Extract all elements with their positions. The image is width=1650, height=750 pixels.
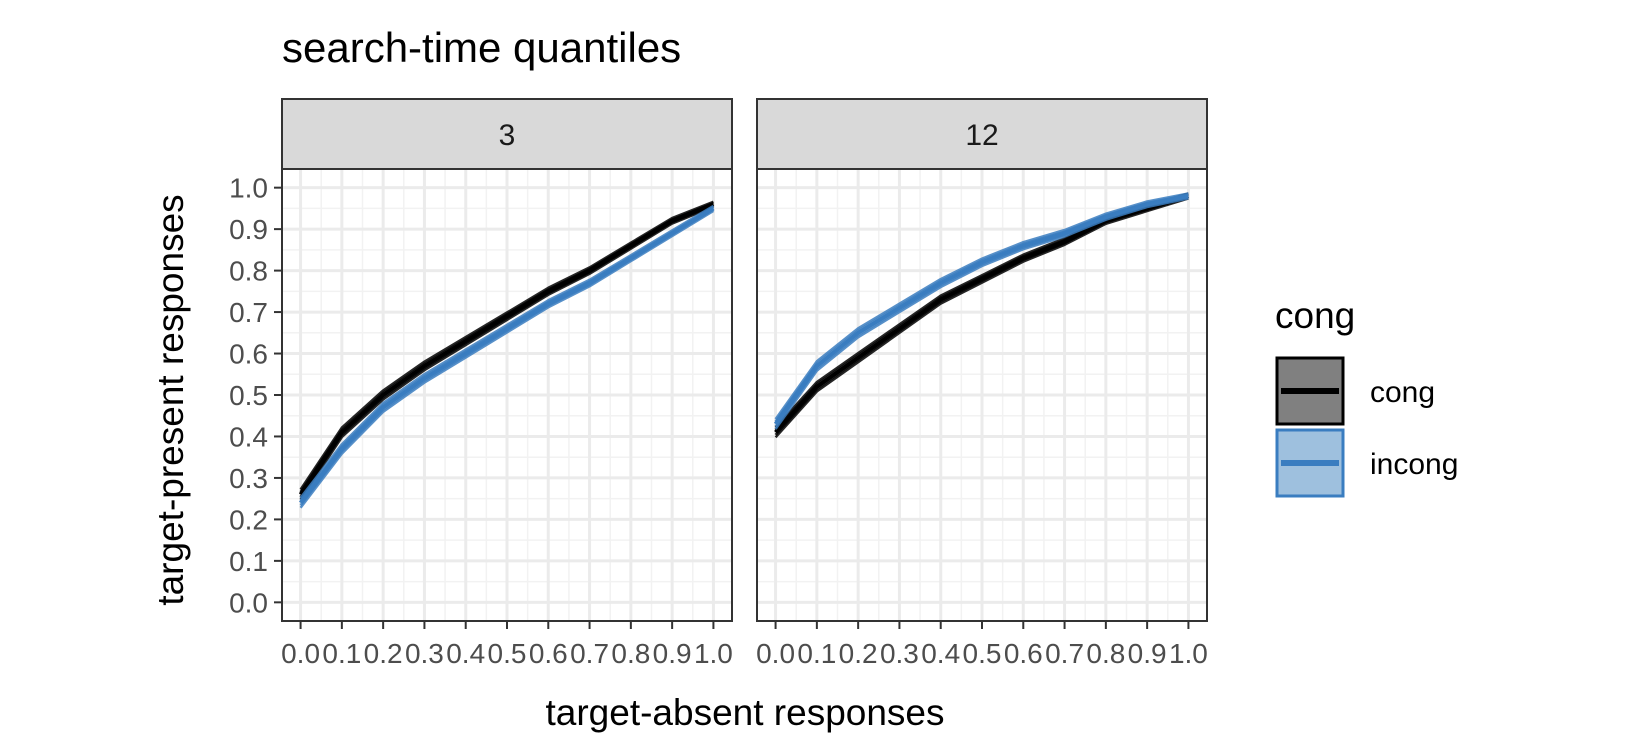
- series-line-incong: [299, 206, 715, 502]
- y-tick-label: 0.9: [229, 214, 268, 245]
- y-tick-label: 0.4: [229, 421, 268, 452]
- series-line-incong: [299, 204, 715, 499]
- facet-strip: [281, 98, 733, 170]
- chart-title: search-time quantiles: [282, 24, 681, 71]
- panel-3: 3: [281, 98, 733, 622]
- y-axis-title: target-present responses: [150, 194, 191, 605]
- x-tick-label: 0.7: [1045, 638, 1084, 669]
- x-tick-label: 0.1: [797, 638, 836, 669]
- x-tick-label: 0.0: [281, 638, 320, 669]
- x-tick-label: 0.6: [529, 638, 568, 669]
- y-tick-label: 0.1: [229, 546, 268, 577]
- legend-entry-cong: cong: [1275, 356, 1435, 426]
- series-line-incong: [774, 192, 1189, 420]
- legend: cong cong incong: [1275, 295, 1458, 498]
- x-tick-label: 0.7: [570, 638, 609, 669]
- series-line-incong: [299, 206, 715, 505]
- x-tick-label: 0.5: [963, 638, 1002, 669]
- x-tick-label: 0.5: [488, 638, 527, 669]
- x-tick-label: 0.4: [921, 638, 960, 669]
- x-tick-label: 0.4: [446, 638, 485, 669]
- x-tick-label: 0.9: [1128, 638, 1167, 669]
- legend-label: incong: [1370, 448, 1458, 481]
- series-line-incong: [773, 194, 1189, 426]
- series-incong: [299, 204, 715, 509]
- x-tick-label: 1.0: [1169, 638, 1208, 669]
- x-tick-label: 0.0: [756, 638, 795, 669]
- series-line-cong: [299, 200, 714, 491]
- series-line-cong: [299, 205, 714, 501]
- x-tick-label: 0.3: [880, 638, 919, 669]
- y-axis-ticks: 0.0 0.1 0.2 0.3 0.4 0.5 0.6 0.7 0.8 0.9 1.0: [229, 173, 282, 618]
- series-incong: [773, 192, 1189, 430]
- legend-title: cong: [1275, 295, 1355, 336]
- y-tick-label: 0.6: [229, 339, 268, 370]
- series-cong: [298, 200, 715, 501]
- series-line-cong: [299, 201, 714, 493]
- x-tick-label: 0.6: [1004, 638, 1043, 669]
- legend-entry-incong: incong: [1275, 428, 1458, 498]
- series-line-incong: [774, 197, 1189, 430]
- x-tick-label: 0.3: [405, 638, 444, 669]
- panels: 3 12: [281, 98, 1208, 622]
- legend-label: cong: [1370, 376, 1435, 409]
- facet-strip-label: 12: [965, 119, 998, 152]
- x-tick-label: 0.1: [322, 638, 361, 669]
- y-tick-label: 0.3: [229, 463, 268, 494]
- y-tick-label: 1.0: [229, 173, 268, 204]
- y-tick-label: 0.7: [229, 297, 268, 328]
- series-line-incong: [774, 193, 1189, 423]
- x-tick-label: 0.8: [1086, 638, 1125, 669]
- y-tick-label: 0.5: [229, 380, 268, 411]
- x-axis-ticks: 0.0 0.1 0.2 0.3 0.4 0.5 0.6 0.7 0.8 0.9 1.0 0.0 0.1 0…: [281, 621, 1208, 669]
- facet-strip: [756, 98, 1208, 170]
- y-tick-label: 0.8: [229, 256, 268, 287]
- series-line-incong: [299, 209, 715, 509]
- facet-strip-label: 3: [499, 119, 516, 152]
- panel-12: 12: [756, 98, 1208, 622]
- x-tick-label: 0.2: [839, 638, 878, 669]
- y-tick-label: 0.2: [229, 504, 268, 535]
- y-tick-label: 0.0: [229, 587, 268, 618]
- x-tick-label: 1.0: [694, 638, 733, 669]
- x-tick-label: 0.9: [653, 638, 692, 669]
- x-axis-title: target-absent responses: [545, 692, 944, 733]
- series-line-cong: [774, 197, 1189, 439]
- x-tick-label: 0.8: [611, 638, 650, 669]
- x-tick-label: 0.2: [364, 638, 403, 669]
